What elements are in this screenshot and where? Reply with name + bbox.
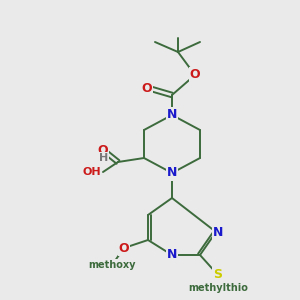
Text: OH: OH	[82, 167, 101, 177]
Text: N: N	[167, 248, 177, 262]
Text: O: O	[98, 143, 108, 157]
Text: N: N	[167, 167, 177, 179]
Text: H: H	[99, 153, 109, 163]
Text: methylthio: methylthio	[188, 283, 248, 293]
Text: N: N	[167, 109, 177, 122]
Text: O: O	[142, 82, 152, 94]
Text: O: O	[119, 242, 129, 254]
Text: methoxy: methoxy	[88, 260, 136, 270]
Text: O: O	[190, 68, 200, 82]
Text: N: N	[213, 226, 223, 238]
Text: S: S	[214, 268, 223, 281]
